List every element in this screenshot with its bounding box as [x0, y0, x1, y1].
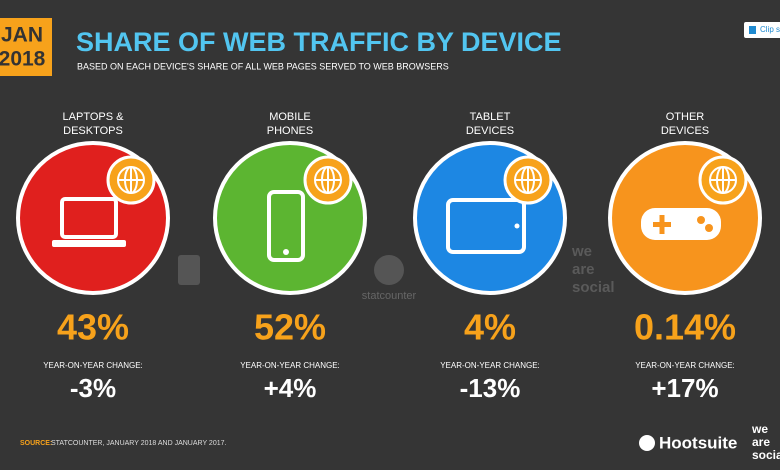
- share-value: 0.14%: [634, 307, 736, 348]
- change-value: -13%: [460, 373, 521, 403]
- share-value: 52%: [254, 307, 326, 348]
- tablet-body: [446, 198, 526, 254]
- laptop-screen: [60, 197, 118, 239]
- change-label: YEAR-ON-YEAR CHANGE:: [240, 361, 340, 370]
- was-watermark: we: [571, 243, 592, 260]
- device-label: DEVICES: [466, 125, 514, 137]
- device-label: MOBILE: [269, 111, 311, 123]
- clip-label[interactable]: Clip slide: [760, 25, 780, 34]
- partner: we: [751, 422, 768, 436]
- device-label: DESKTOPS: [63, 125, 123, 137]
- devices: LAPTOPS & DESKTOPS 43% YEAR-ON-YEAR CHANGE:…: [16, 111, 762, 403]
- partner: social: [752, 448, 780, 462]
- device-label: DEVICES: [661, 125, 709, 137]
- gamepad-btn: [697, 216, 705, 224]
- change-label: YEAR-ON-YEAR CHANGE:: [43, 361, 143, 370]
- change-value: +4%: [264, 373, 317, 403]
- date-year: 2018: [0, 48, 46, 71]
- partner: are: [752, 435, 770, 449]
- source: STATCOUNTER, JANUARY 2018 AND JANUARY 20…: [51, 440, 227, 447]
- device-label: LAPTOPS &: [63, 111, 125, 123]
- clip-icon: [749, 26, 756, 34]
- change-label: YEAR-ON-YEAR CHANGE:: [635, 361, 735, 370]
- was-watermark: are: [572, 261, 595, 278]
- statcounter-watermark: statcounter: [362, 290, 417, 302]
- brand: Hootsuite: [659, 433, 737, 452]
- gamepad-btn: [705, 224, 713, 232]
- tablet-button: [514, 223, 520, 229]
- device-label: TABLET: [470, 111, 511, 123]
- source-label: SOURCE:: [20, 440, 52, 447]
- gamepad-dpad: [659, 215, 665, 234]
- share-value: 4%: [464, 307, 516, 348]
- share-value: 43%: [57, 307, 129, 348]
- change-label: YEAR-ON-YEAR CHANGE:: [440, 361, 540, 370]
- date-badge: [0, 18, 52, 76]
- hootsuite-logo: [639, 435, 655, 451]
- laptop-base: [52, 240, 126, 247]
- change-value: -3%: [70, 373, 116, 403]
- date-month: JAN: [1, 24, 43, 47]
- subtitle: BASED ON EACH DEVICE'S SHARE OF ALL WEB …: [77, 61, 449, 71]
- was-watermark: social: [572, 279, 615, 296]
- phone-button: [283, 249, 289, 255]
- phone-body: [267, 190, 305, 262]
- hootsuite-watermark: [178, 255, 200, 285]
- device-label: OTHER: [666, 111, 705, 123]
- statcounter-logo: [374, 255, 404, 285]
- change-value: +17%: [651, 373, 718, 403]
- title: SHARE OF WEB TRAFFIC BY DEVICE: [76, 27, 562, 57]
- device-label: PHONES: [267, 125, 313, 137]
